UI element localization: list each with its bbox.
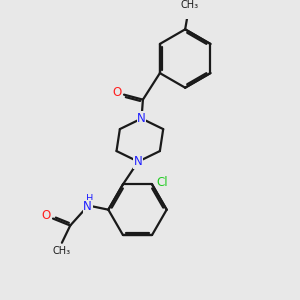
Text: N: N: [134, 155, 142, 168]
Text: O: O: [42, 209, 51, 222]
Text: CH₃: CH₃: [53, 246, 71, 256]
Text: CH₃: CH₃: [180, 0, 198, 11]
Text: N: N: [137, 112, 146, 125]
Text: Cl: Cl: [157, 176, 169, 189]
Text: N: N: [83, 200, 92, 213]
Text: H: H: [86, 194, 93, 204]
Text: O: O: [112, 86, 122, 99]
